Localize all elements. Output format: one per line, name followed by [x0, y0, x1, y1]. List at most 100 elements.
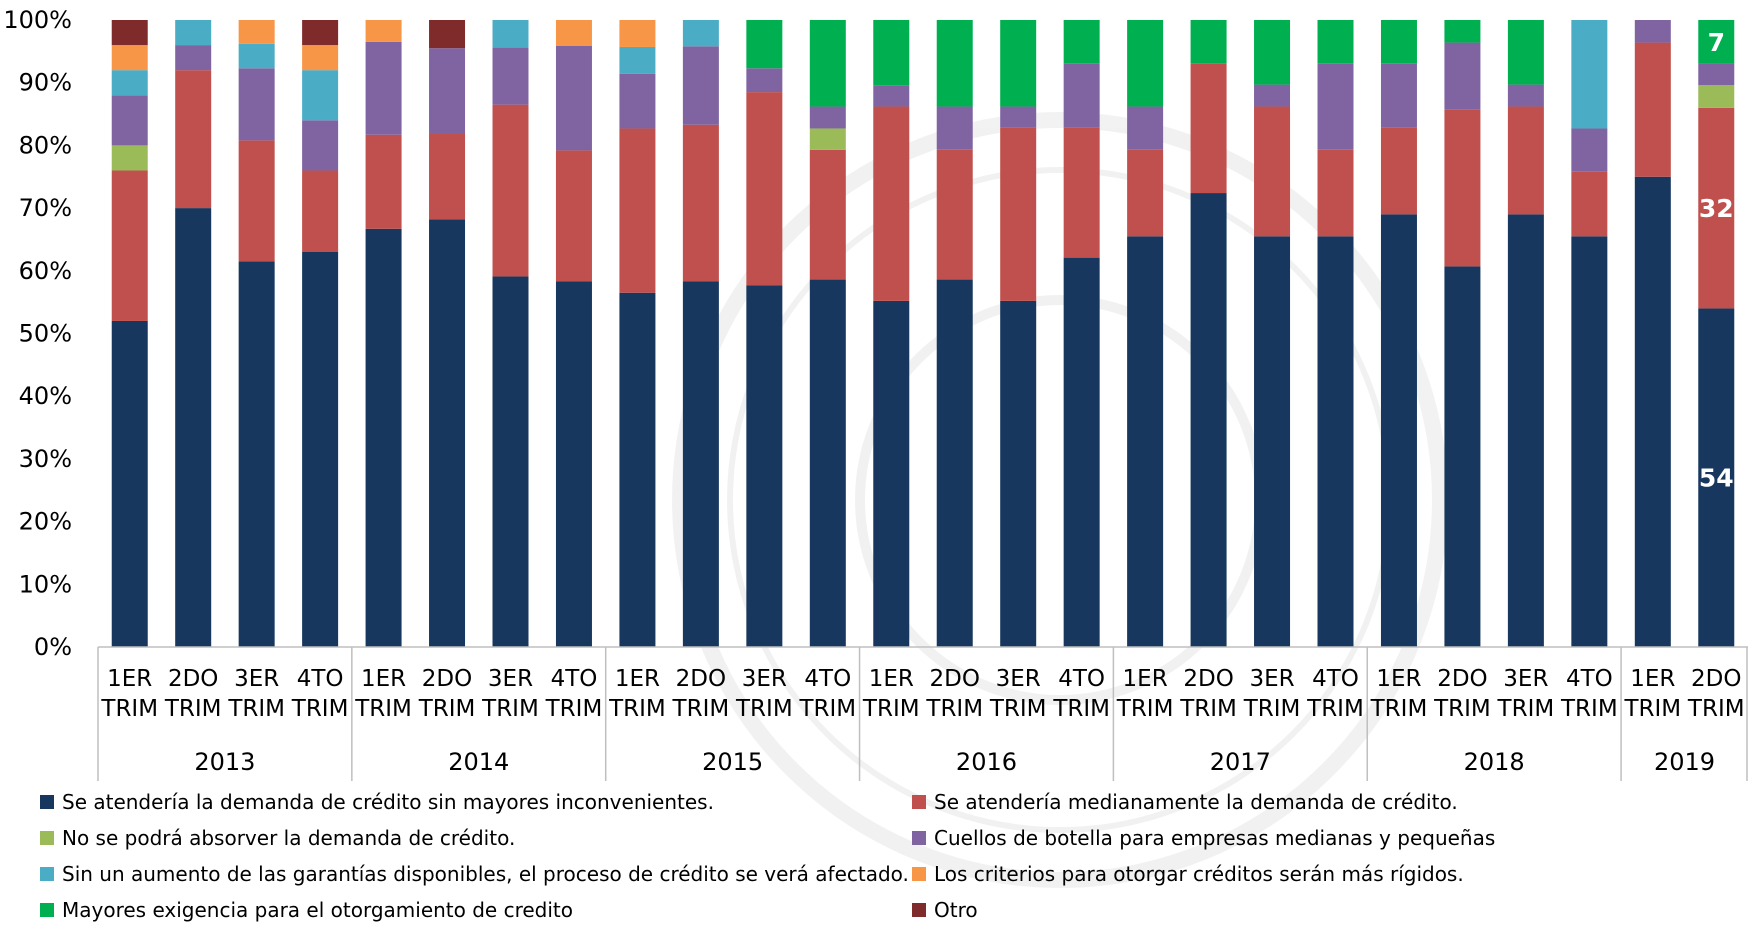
bar-segment	[682, 46, 719, 125]
bar-segment	[1444, 266, 1481, 647]
x-category-label: TRIM	[1497, 696, 1555, 722]
bar-segment	[111, 95, 148, 146]
bar-segment	[1571, 236, 1608, 647]
bar-segment	[1571, 128, 1608, 172]
x-category-label: TRIM	[100, 696, 158, 722]
bar-segment	[936, 106, 973, 150]
bar-segment	[1698, 63, 1735, 86]
bar-segment	[175, 208, 212, 647]
bar-segment	[1063, 257, 1100, 647]
x-group-label: 2017	[1210, 748, 1271, 776]
bar-segment	[429, 20, 466, 49]
x-category-label: TRIM	[1306, 696, 1364, 722]
x-axis: 1ER TRIM 2DO TRIM 3ER TRIM 4TO TRIM 1ER TRIM 2DO TR…	[97, 646, 1748, 781]
x-category-label: 3ER	[234, 666, 279, 692]
bar-segment	[1380, 20, 1417, 64]
x-category-label: TRIM	[1433, 696, 1491, 722]
bar-segment	[1190, 63, 1227, 194]
x-category-label: TRIM	[798, 696, 856, 722]
bar-segment	[1190, 193, 1227, 647]
x-category-label: 1ER	[107, 666, 152, 692]
x-category-label: 2DO	[1437, 666, 1487, 692]
bar-segment	[1444, 42, 1481, 110]
bar-segment	[238, 140, 275, 262]
bar-segment	[746, 20, 783, 69]
bar-segment	[619, 292, 656, 647]
bar-segment	[555, 150, 592, 282]
bar-segment	[1190, 20, 1227, 64]
bar-segment	[302, 20, 339, 46]
y-tick-label: 10%	[19, 570, 72, 598]
bar-segment	[682, 281, 719, 647]
x-category-label: TRIM	[164, 696, 222, 722]
bar-segment	[302, 170, 339, 252]
bar-segment	[1254, 236, 1291, 647]
x-category-label: TRIM	[989, 696, 1047, 722]
x-group-label: 2014	[448, 748, 509, 776]
bar-segment	[238, 68, 275, 141]
x-category-label: TRIM	[1623, 696, 1681, 722]
bar-segment	[1254, 106, 1291, 237]
x-category-label: 1ER	[1630, 666, 1675, 692]
bar-segment	[1380, 214, 1417, 647]
bar-segment	[111, 170, 148, 321]
bar-segment	[111, 70, 148, 96]
x-category-label: TRIM	[418, 696, 476, 722]
bar-segment	[429, 219, 466, 648]
x-category-label: 2DO	[168, 666, 218, 692]
bar-segment	[492, 20, 529, 48]
bar-segment	[175, 70, 212, 209]
bar-segment	[175, 20, 212, 46]
bar-segment	[1444, 109, 1481, 267]
x-group-label: 2018	[1464, 748, 1525, 776]
bar-segment	[1000, 127, 1037, 301]
bar-segment	[809, 20, 846, 107]
bar-segment	[1571, 20, 1608, 129]
bar-segment	[1444, 20, 1481, 43]
x-group-label: 2013	[194, 748, 255, 776]
bar-segment	[809, 149, 846, 280]
bar-segment	[746, 68, 783, 93]
bar-segment	[1127, 149, 1164, 237]
y-tick-label: 90%	[19, 69, 72, 97]
bar-segment	[429, 48, 466, 134]
bar-segment	[1698, 85, 1735, 108]
x-category-label: 4TO	[1058, 666, 1105, 692]
bar-segment	[1254, 84, 1291, 107]
x-group-label: 2015	[702, 748, 763, 776]
bar-segment	[302, 70, 339, 121]
bar-segment	[365, 41, 402, 135]
x-category-label: 4TO	[551, 666, 598, 692]
bar-segment	[746, 285, 783, 647]
x-category-label: TRIM	[545, 696, 603, 722]
bar-segment	[302, 251, 339, 648]
y-tick-label: 50%	[19, 320, 72, 348]
x-category-label: 1ER	[615, 666, 660, 692]
x-category-label: TRIM	[1243, 696, 1301, 722]
bar-segment	[873, 106, 910, 301]
x-category-label: TRIM	[735, 696, 793, 722]
bar-segment	[873, 20, 910, 86]
x-group-label: 2016	[956, 748, 1017, 776]
bar-segment	[1127, 106, 1164, 150]
y-axis: 0% 10% 20% 30% 40% 50% 60% 70% 80% 90% 100%	[3, 6, 72, 661]
y-tick-label: 40%	[19, 382, 72, 410]
bar-segment	[1634, 176, 1671, 647]
x-category-label: TRIM	[862, 696, 920, 722]
x-category-label: 3ER	[996, 666, 1041, 692]
bar-segment	[1317, 63, 1354, 150]
bar-segment	[111, 20, 148, 46]
bar-segment	[1634, 20, 1671, 43]
bar-segment	[302, 120, 339, 171]
bar-segment	[619, 128, 656, 293]
bar-segment	[111, 145, 148, 171]
bar-segment	[809, 106, 846, 129]
bar-segment	[619, 46, 656, 74]
bar-segment	[619, 73, 656, 129]
bar-segment	[555, 45, 592, 151]
bar-segment	[365, 20, 402, 42]
x-category-label: 1ER	[361, 666, 406, 692]
x-group-label: 2019	[1654, 748, 1715, 776]
x-category-label: 2DO	[1691, 666, 1741, 692]
bar-segment	[1507, 214, 1544, 647]
